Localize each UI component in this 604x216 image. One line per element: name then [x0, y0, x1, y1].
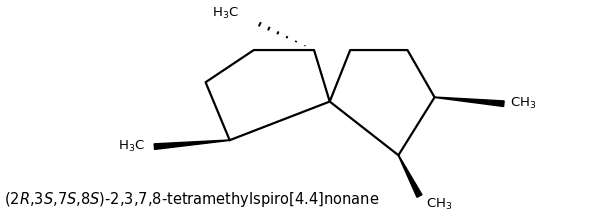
Polygon shape	[154, 140, 230, 149]
Polygon shape	[434, 97, 504, 106]
Text: (2$\it{R}$,3$\it{S}$,7$\it{S}$,8$\it{S}$)-2,3,7,8-tetramethylspiro[4.4]nonane: (2$\it{R}$,3$\it{S}$,7$\it{S}$,8$\it{S}$…	[4, 190, 379, 209]
Polygon shape	[398, 155, 422, 197]
Text: H$_3$C: H$_3$C	[118, 139, 146, 154]
Text: H$_3$C: H$_3$C	[212, 6, 239, 21]
Text: CH$_3$: CH$_3$	[426, 197, 452, 212]
Text: CH$_3$: CH$_3$	[510, 96, 536, 111]
